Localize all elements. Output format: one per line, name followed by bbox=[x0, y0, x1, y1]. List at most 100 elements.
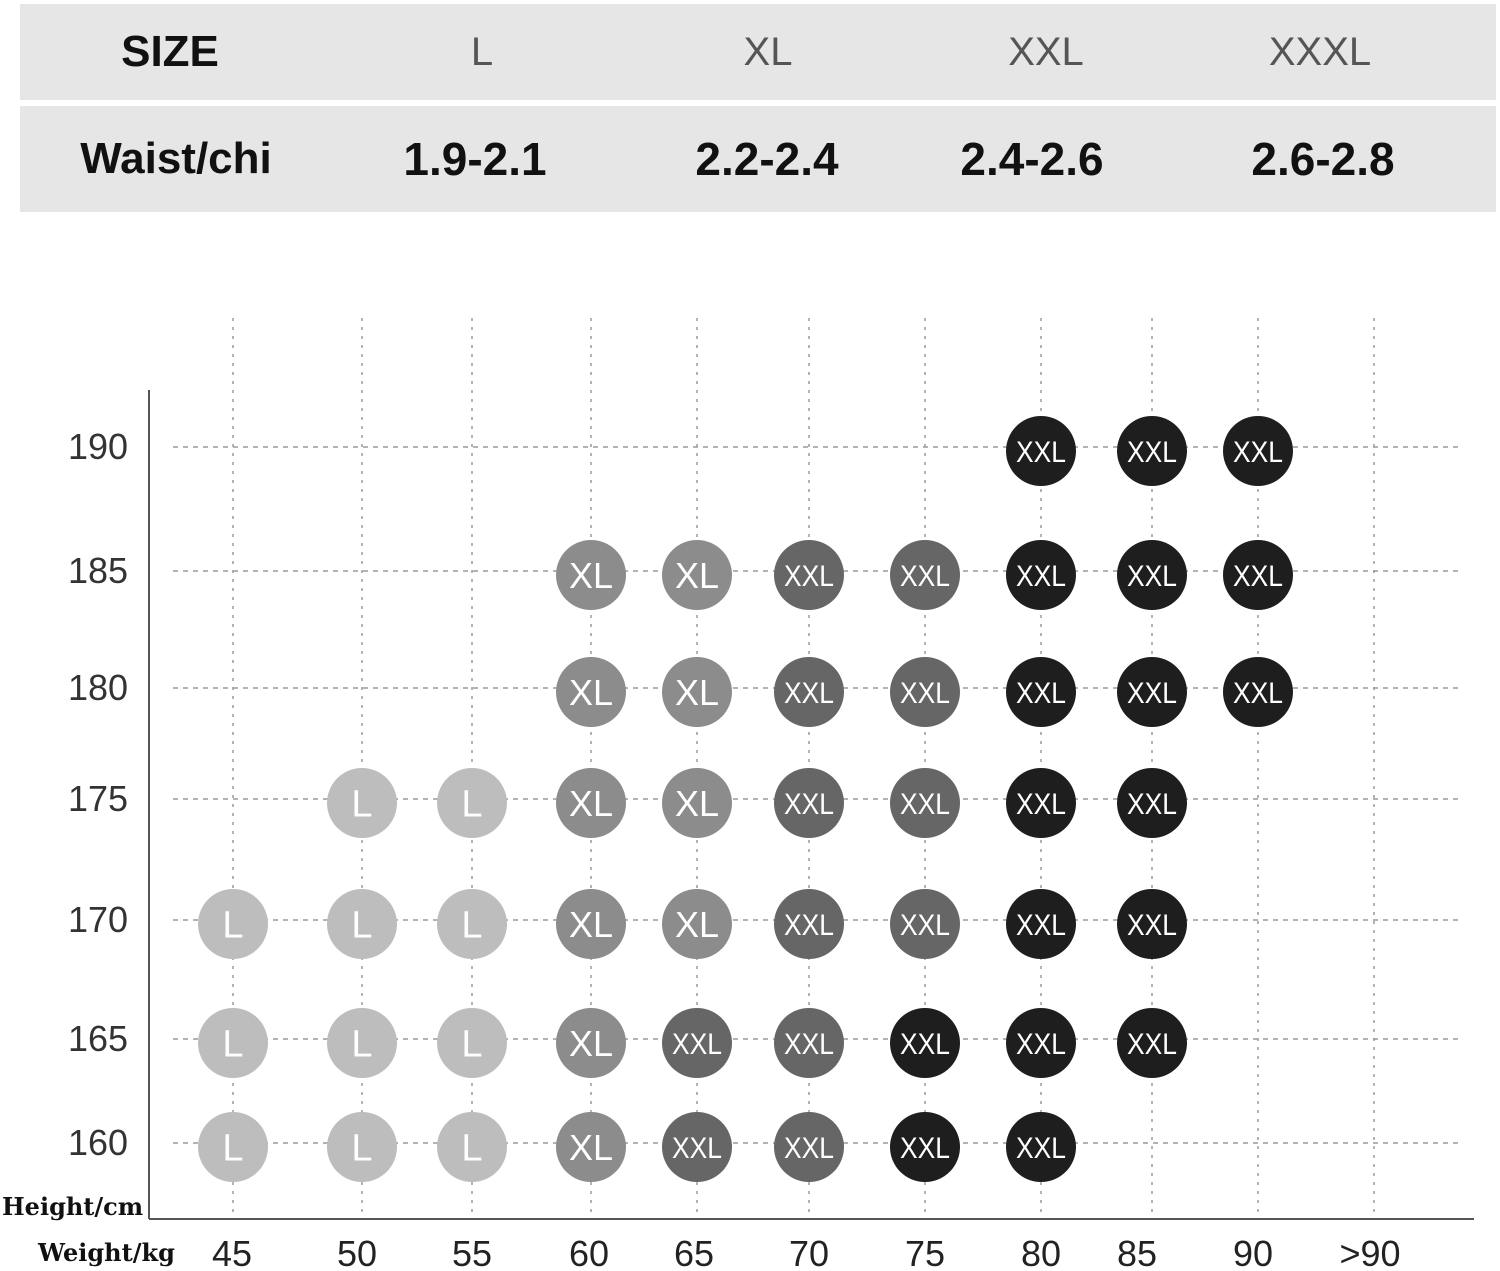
x-tick-label: 65 bbox=[674, 1233, 714, 1271]
size-point-circle bbox=[556, 768, 626, 838]
size-point-xxl: XXL bbox=[662, 1112, 732, 1182]
size-point-circle bbox=[327, 768, 397, 838]
size-point-circle bbox=[774, 768, 844, 838]
size-point-label: XXL bbox=[672, 1028, 722, 1061]
size-point-xxl: XXL bbox=[1006, 889, 1076, 959]
size-point-l: L bbox=[437, 768, 507, 838]
size-cell-xxxl: XXXL bbox=[1268, 29, 1372, 74]
size-row: SIZE L XL XXL XXXL bbox=[20, 4, 1496, 100]
size-point-label: L bbox=[351, 905, 372, 947]
size-point-xxl: XXL bbox=[1223, 416, 1293, 486]
waist-cell-xxxl: 2.6-2.8 bbox=[1251, 133, 1395, 185]
size-point-circle bbox=[1006, 416, 1076, 486]
size-point-l: L bbox=[437, 1112, 507, 1182]
size-point-label: L bbox=[351, 1024, 372, 1066]
x-tick-label: 60 bbox=[569, 1233, 609, 1271]
y-tick-label: 190 bbox=[68, 426, 128, 467]
size-point-label: XXL bbox=[900, 788, 950, 821]
size-point-label: XL bbox=[569, 783, 613, 824]
size-point-circle bbox=[890, 657, 960, 727]
size-point-xxl: XXL bbox=[890, 1112, 960, 1182]
size-point-circle bbox=[662, 889, 732, 959]
size-point-label: XXL bbox=[900, 909, 950, 942]
size-point-circle bbox=[774, 657, 844, 727]
size-point-l: L bbox=[327, 1112, 397, 1182]
size-point-xxl: XXL bbox=[774, 768, 844, 838]
size-point-circle bbox=[437, 768, 507, 838]
size-point-circle bbox=[1006, 889, 1076, 959]
size-point-label: XXL bbox=[1233, 560, 1283, 593]
size-point-circle bbox=[437, 889, 507, 959]
size-point-label: L bbox=[222, 1128, 243, 1170]
size-point-xl: XL bbox=[556, 889, 626, 959]
size-header: SIZE bbox=[121, 27, 219, 76]
y-axis-title: Height/cm bbox=[2, 1192, 144, 1221]
size-point-xxl: XXL bbox=[1117, 768, 1187, 838]
size-point-circle bbox=[1117, 1008, 1187, 1078]
size-point-label: XXL bbox=[1016, 1132, 1066, 1165]
size-point-l: L bbox=[437, 1008, 507, 1078]
size-point-circle bbox=[1223, 416, 1293, 486]
y-tick-label: 160 bbox=[68, 1122, 128, 1163]
y-tick-labels: 160 165 170 175 180 185 190 bbox=[68, 426, 128, 1163]
size-point-label: XXL bbox=[1233, 677, 1283, 710]
size-point-circle bbox=[1006, 1112, 1076, 1182]
size-point-xxl: XXL bbox=[890, 657, 960, 727]
size-point-xxl: XXL bbox=[662, 1008, 732, 1078]
size-point-label: XXL bbox=[900, 677, 950, 710]
size-point-label: XXL bbox=[1127, 560, 1177, 593]
size-point-xxl: XXL bbox=[1117, 657, 1187, 727]
x-axis-title: Weight/kg bbox=[38, 1238, 175, 1267]
size-point-xxl: XXL bbox=[1006, 1008, 1076, 1078]
size-point-label: XXL bbox=[672, 1132, 722, 1165]
size-point-label: XL bbox=[569, 555, 613, 596]
size-point-circle bbox=[890, 889, 960, 959]
size-point-circle bbox=[556, 540, 626, 610]
size-point-circle bbox=[890, 1112, 960, 1182]
size-point-label: XXL bbox=[1016, 1028, 1066, 1061]
size-point-circle bbox=[556, 1008, 626, 1078]
size-point-xl: XL bbox=[556, 768, 626, 838]
size-point-xl: XL bbox=[662, 657, 732, 727]
size-point-label: L bbox=[461, 1128, 482, 1170]
size-point-circle bbox=[556, 657, 626, 727]
size-point-xl: XL bbox=[556, 540, 626, 610]
size-point-l: L bbox=[437, 889, 507, 959]
waist-cell-l: 1.9-2.1 bbox=[403, 133, 547, 185]
size-point-label: XXL bbox=[1127, 788, 1177, 821]
size-chart: 160 165 170 175 180 185 190 45 50 55 60 65 70 75 80 85… bbox=[68, 318, 1474, 1271]
size-point-label: XXL bbox=[1016, 436, 1066, 469]
size-point-circle bbox=[198, 1008, 268, 1078]
size-point-xxl: XXL bbox=[890, 889, 960, 959]
size-point-label: XL bbox=[569, 1023, 613, 1064]
size-point-circle bbox=[1006, 657, 1076, 727]
size-point-xxl: XXL bbox=[1006, 657, 1076, 727]
size-point-label: L bbox=[461, 905, 482, 947]
size-point-label: XXL bbox=[784, 560, 834, 593]
size-point-xxl: XXL bbox=[774, 1112, 844, 1182]
size-point-xxl: XXL bbox=[1117, 540, 1187, 610]
size-point-label: XL bbox=[569, 1127, 613, 1168]
size-point-xxl: XXL bbox=[774, 1008, 844, 1078]
size-point-xxl: XXL bbox=[1006, 768, 1076, 838]
size-point-circle bbox=[774, 1008, 844, 1078]
size-point-circle bbox=[890, 1008, 960, 1078]
size-point-label: L bbox=[461, 784, 482, 826]
x-tick-label: 85 bbox=[1117, 1233, 1157, 1271]
size-point-xxl: XXL bbox=[1006, 540, 1076, 610]
size-point-label: XXL bbox=[1127, 1028, 1177, 1061]
size-point-xl: XL bbox=[662, 540, 732, 610]
size-point-circle bbox=[662, 1112, 732, 1182]
size-point-circle bbox=[774, 540, 844, 610]
size-point-circle bbox=[774, 889, 844, 959]
x-tick-label: 50 bbox=[337, 1233, 377, 1271]
size-point-l: L bbox=[327, 768, 397, 838]
size-point-label: XXL bbox=[784, 677, 834, 710]
waist-cell-xl: 2.2-2.4 bbox=[695, 133, 839, 185]
size-point-xxl: XXL bbox=[890, 768, 960, 838]
size-point-circle bbox=[1006, 768, 1076, 838]
size-point-label: XXL bbox=[1016, 909, 1066, 942]
size-point-xl: XL bbox=[556, 1008, 626, 1078]
size-point-circle bbox=[327, 1112, 397, 1182]
size-point-label: XXL bbox=[784, 788, 834, 821]
